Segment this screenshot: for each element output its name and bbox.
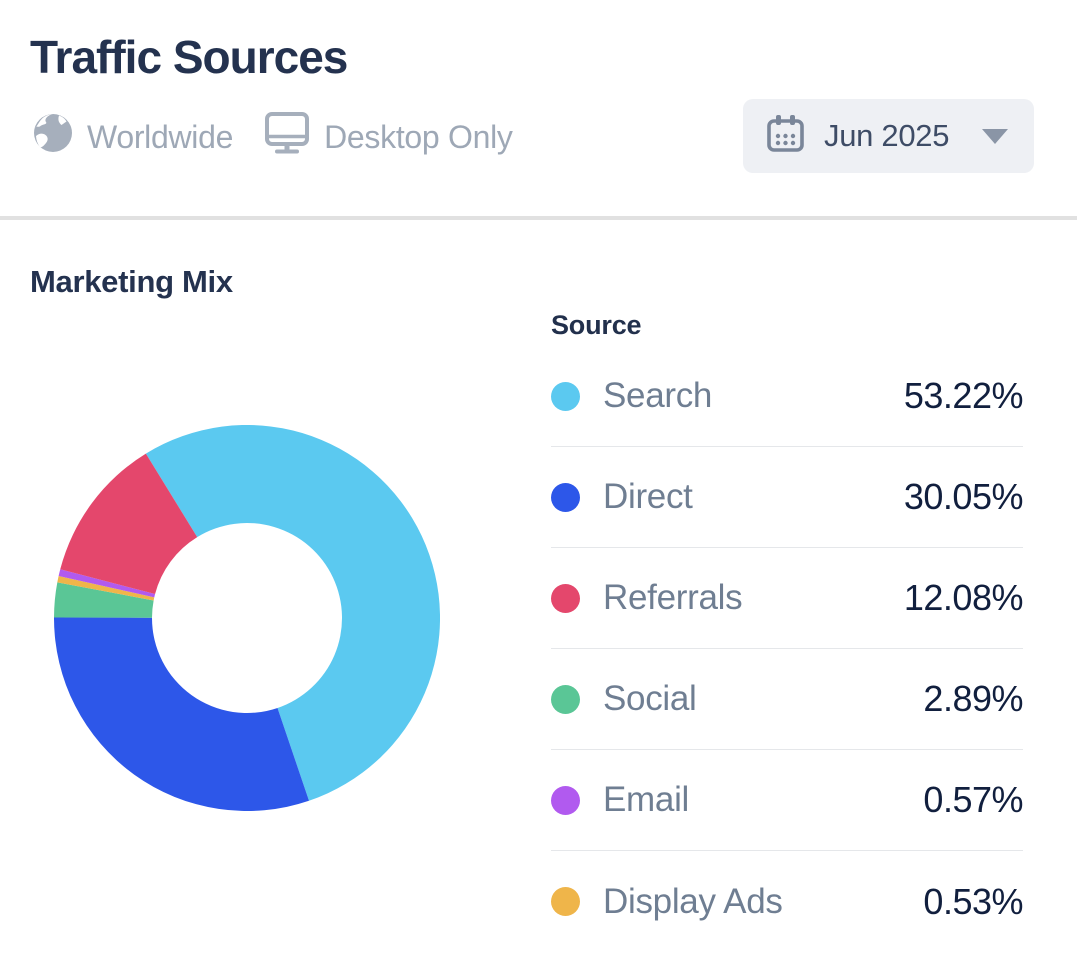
legend-label: Social xyxy=(603,679,697,718)
globe-icon xyxy=(32,112,74,162)
legend-color-dot xyxy=(551,583,580,613)
legend-row-referrals: Referrals 12.08% xyxy=(551,548,1024,649)
marketing-mix-donut-chart xyxy=(53,424,441,811)
desktop-icon xyxy=(263,109,311,165)
date-picker-value: Jun 2025 xyxy=(824,118,950,153)
region-label: Worldwide xyxy=(87,118,234,155)
donut-segment-direct[interactable] xyxy=(53,617,309,811)
donut-segment-email[interactable] xyxy=(58,569,156,598)
legend-label: Referrals xyxy=(603,578,743,617)
chevron-down-icon xyxy=(982,128,1008,144)
legend-value: 0.53% xyxy=(923,880,1023,922)
legend-row-display-ads: Display Ads 0.53% xyxy=(551,851,1023,952)
device-label: Desktop Only xyxy=(324,118,513,155)
legend-value: 30.05% xyxy=(903,476,1024,517)
legend-color-dot xyxy=(551,887,580,916)
legend-row-email: Email 0.57% xyxy=(551,750,1023,851)
legend-label: Email xyxy=(603,780,690,819)
legend-value: 2.89% xyxy=(923,678,1023,719)
donut-segment-referrals[interactable] xyxy=(60,453,198,595)
legend-row-direct: Direct 30.05% xyxy=(551,447,1024,548)
legend-value: 53.22% xyxy=(903,375,1024,416)
donut-chart-container xyxy=(53,424,441,811)
calendar-icon xyxy=(765,114,806,158)
legend-header: Source xyxy=(551,310,642,340)
legend-value: 12.08% xyxy=(903,577,1024,618)
legend-label: Display Ads xyxy=(603,881,783,921)
donut-segment-social[interactable] xyxy=(54,582,154,618)
date-picker-button[interactable]: Jun 2025 xyxy=(743,99,1034,173)
report-scope: Worldwide Desktop Only xyxy=(32,112,513,162)
donut-segment-display-ads[interactable] xyxy=(57,576,155,601)
legend-color-dot xyxy=(551,684,580,714)
legend-color-dot xyxy=(551,381,580,411)
legend-row-search: Search 53.22% xyxy=(551,346,1024,447)
legend-value: 0.57% xyxy=(923,779,1023,820)
legend-row-social: Social 2.89% xyxy=(551,649,1023,750)
legend-label: Search xyxy=(603,376,713,415)
section-divider xyxy=(0,216,1077,220)
page-title: Traffic Sources xyxy=(30,31,348,83)
donut-segment-search[interactable] xyxy=(145,424,441,801)
legend-color-dot xyxy=(551,785,580,815)
source-legend-table: Source Search 53.22% Direct 30.05% Refer… xyxy=(551,310,1024,952)
legend-color-dot xyxy=(551,482,580,512)
marketing-mix-title: Marketing Mix xyxy=(30,264,233,299)
legend-label: Direct xyxy=(603,477,693,516)
